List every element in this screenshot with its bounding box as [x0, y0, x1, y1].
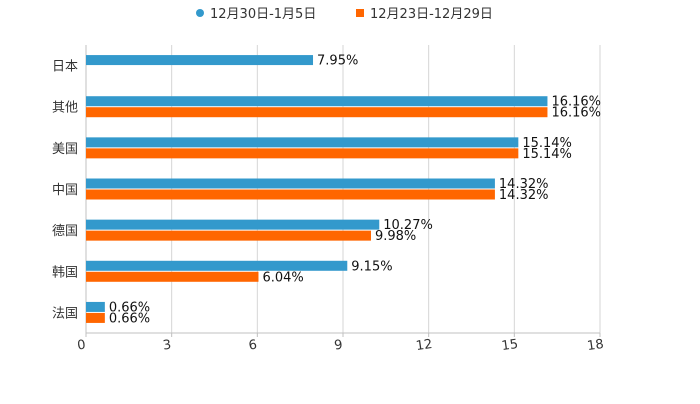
- data-label: 0.66%: [109, 300, 150, 315]
- data-label: 7.95%: [317, 54, 358, 69]
- legend-item-2[interactable]: 12月23日-12月29日: [356, 7, 493, 22]
- category-label: 韩国: [52, 265, 78, 280]
- data-label: 15.14%: [522, 136, 572, 151]
- x-tick-label: 15: [501, 337, 519, 354]
- category-label: 中国: [52, 183, 78, 198]
- category-label: 其他: [52, 101, 78, 116]
- category-label: 法国: [52, 306, 78, 321]
- x-tick-label: 0: [76, 338, 86, 354]
- legend-label: 12月23日-12月29日: [370, 7, 493, 22]
- x-tick-label: 18: [586, 337, 604, 354]
- x-tick-label: 6: [248, 338, 258, 354]
- grid-lines: [171, 45, 601, 333]
- bar-series-1: [86, 219, 380, 230]
- legend-item-1[interactable]: 12月30日-1月5日: [196, 7, 316, 22]
- bar-series-1: [86, 178, 495, 189]
- bar-series-1: [86, 137, 519, 148]
- legend: 12月30日-1月5日 12月23日-12月29日: [196, 7, 493, 22]
- data-label: 6.04%: [262, 270, 303, 285]
- category-label: 美国: [52, 142, 78, 157]
- bar-series-2: [86, 189, 495, 200]
- legend-label: 12月30日-1月5日: [210, 7, 316, 22]
- bar-series-1: [86, 301, 105, 312]
- data-label: 9.15%: [351, 259, 392, 274]
- bar-series-1: [86, 96, 548, 107]
- data-label: 14.32%: [499, 177, 549, 192]
- data-label: 16.16%: [551, 106, 601, 121]
- data-label: 10.27%: [383, 218, 433, 233]
- bar-series-2: [86, 230, 371, 241]
- data-labels: 7.95% 16.16%16.16% 15.14%15.14% 14.32%14.32…: [109, 54, 601, 327]
- data-label: 9.98%: [375, 229, 416, 244]
- x-tick-label: 3: [162, 338, 172, 354]
- legend-marker-circle: [196, 9, 204, 17]
- x-tick-label: 12: [415, 337, 433, 354]
- legend-marker-square: [356, 9, 364, 17]
- bar-series-2: [86, 271, 259, 282]
- category-label: 日本: [52, 60, 78, 75]
- bar-series-2: [86, 312, 105, 323]
- data-label: 16.16%: [551, 95, 601, 110]
- bar-series-1: [86, 55, 314, 66]
- data-label: 0.66%: [109, 311, 150, 326]
- bar-series-2: [86, 148, 519, 159]
- bar-series-1: [86, 260, 348, 271]
- bar-series-2: [86, 107, 548, 118]
- category-label: 德国: [52, 224, 78, 239]
- bars: [86, 55, 548, 323]
- data-label: 14.32%: [499, 188, 549, 203]
- x-tick-label: 9: [333, 338, 343, 354]
- data-label: 15.14%: [522, 147, 572, 162]
